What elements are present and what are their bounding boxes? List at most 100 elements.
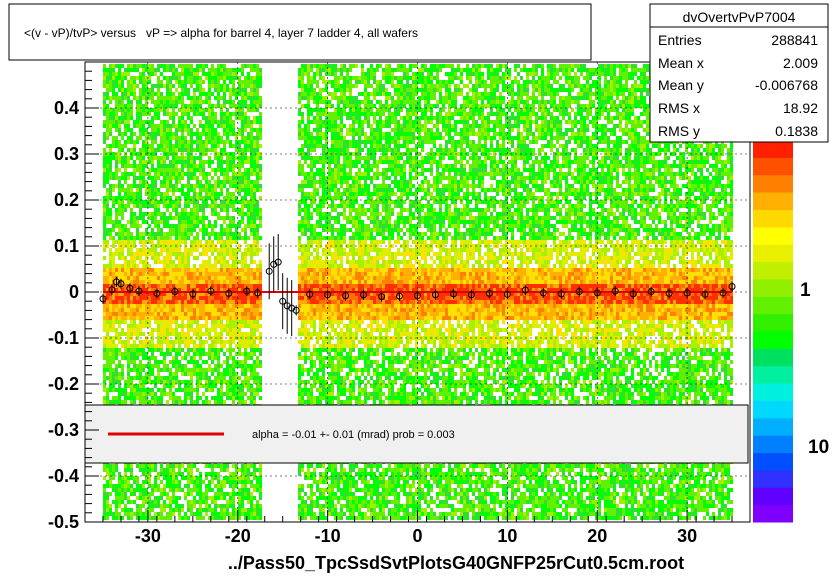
heatmap-cell xyxy=(124,316,127,320)
heatmap-cell xyxy=(199,488,202,492)
heatmap-cell xyxy=(172,356,175,360)
heatmap-cell xyxy=(187,204,190,208)
heatmap-cell xyxy=(139,516,142,520)
heatmap-cell xyxy=(127,264,130,268)
heatmap-cell xyxy=(136,220,139,224)
heatmap-cell xyxy=(229,236,232,240)
heatmap-cell xyxy=(157,368,160,372)
heatmap-cell xyxy=(205,360,208,364)
heatmap-cell xyxy=(160,344,163,348)
heatmap-cell xyxy=(226,340,229,344)
heatmap-cell xyxy=(256,392,259,396)
heatmap-cell xyxy=(241,280,244,284)
heatmap-cell xyxy=(166,76,169,80)
heatmap-cell xyxy=(235,308,238,312)
heatmap-cell xyxy=(163,336,166,340)
heatmap-cell xyxy=(112,116,115,120)
heatmap-cell xyxy=(229,292,232,296)
heatmap-cell xyxy=(250,216,253,220)
heatmap-cell xyxy=(259,84,262,88)
heatmap-cell xyxy=(217,84,220,88)
heatmap-cell xyxy=(160,220,163,224)
heatmap-cell xyxy=(199,76,202,80)
heatmap-cell xyxy=(157,512,160,516)
heatmap-cell xyxy=(166,332,169,336)
heatmap-cell xyxy=(130,236,133,240)
heatmap-cell xyxy=(106,164,109,168)
heatmap-cell xyxy=(226,304,229,308)
heatmap-cell xyxy=(202,264,205,268)
heatmap-cell xyxy=(106,132,109,136)
heatmap-cell xyxy=(154,148,157,152)
heatmap-cell xyxy=(160,236,163,240)
heatmap-cell xyxy=(115,252,118,256)
heatmap-cell xyxy=(220,320,223,324)
heatmap-cell xyxy=(241,116,244,120)
heatmap-cell xyxy=(301,128,304,132)
heatmap-cell xyxy=(232,88,235,92)
heatmap-cell xyxy=(208,488,211,492)
heatmap-cell xyxy=(223,268,226,272)
heatmap-cell xyxy=(127,292,130,296)
heatmap-cell xyxy=(139,80,142,84)
heatmap-cell xyxy=(169,164,172,168)
heatmap-cell xyxy=(103,324,106,328)
heatmap-cell xyxy=(301,316,304,320)
heatmap-cell xyxy=(211,352,214,356)
heatmap-cell xyxy=(199,164,202,168)
heatmap-cell xyxy=(208,240,211,244)
heatmap-cell xyxy=(193,400,196,404)
heatmap-cell xyxy=(199,136,202,140)
heatmap-cell xyxy=(223,316,226,320)
heatmap-cell xyxy=(106,504,109,508)
heatmap-cell xyxy=(238,508,241,512)
heatmap-cell xyxy=(220,64,223,68)
heatmap-cell xyxy=(175,208,178,212)
heatmap-cell xyxy=(226,168,229,172)
heatmap-cell xyxy=(208,296,211,300)
heatmap-cell xyxy=(118,316,121,320)
heatmap-cell xyxy=(298,84,301,88)
heatmap-cell xyxy=(109,164,112,168)
heatmap-cell xyxy=(217,392,220,396)
heatmap-cell xyxy=(121,148,124,152)
heatmap-cell xyxy=(121,104,124,108)
heatmap-cell xyxy=(241,128,244,132)
heatmap-cell xyxy=(181,300,184,304)
heatmap-cell xyxy=(133,144,136,148)
heatmap-cell xyxy=(109,96,112,100)
heatmap-cell xyxy=(118,100,121,104)
heatmap-cell xyxy=(202,132,205,136)
heatmap-cell xyxy=(166,264,169,268)
heatmap-cell xyxy=(148,80,151,84)
heatmap-cell xyxy=(250,292,253,296)
heatmap-cell xyxy=(241,196,244,200)
heatmap-cell xyxy=(202,292,205,296)
heatmap-cell xyxy=(103,372,106,376)
heatmap-cell xyxy=(181,236,184,240)
heatmap-cell xyxy=(223,140,226,144)
heatmap-cell xyxy=(184,316,187,320)
heatmap-cell xyxy=(247,64,250,68)
heatmap-cell xyxy=(112,184,115,188)
heatmap-cell xyxy=(145,252,148,256)
heatmap-cell xyxy=(247,488,250,492)
heatmap-cell xyxy=(253,284,256,288)
heatmap-cell xyxy=(199,216,202,220)
heatmap-cell xyxy=(154,504,157,508)
heatmap-cell xyxy=(166,192,169,196)
heatmap-cell xyxy=(181,340,184,344)
heatmap-cell xyxy=(238,292,241,296)
heatmap-cell xyxy=(196,392,199,396)
heatmap-cell xyxy=(142,232,145,236)
heatmap-cell xyxy=(214,248,217,252)
heatmap-cell xyxy=(142,496,145,500)
heatmap-cell xyxy=(175,484,178,488)
heatmap-cell xyxy=(136,348,139,352)
heatmap-cell xyxy=(193,156,196,160)
heatmap-cell xyxy=(139,300,142,304)
heatmap-cell xyxy=(223,184,226,188)
heatmap-cell xyxy=(148,136,151,140)
heatmap-cell xyxy=(154,68,157,72)
heatmap-cell xyxy=(139,272,142,276)
